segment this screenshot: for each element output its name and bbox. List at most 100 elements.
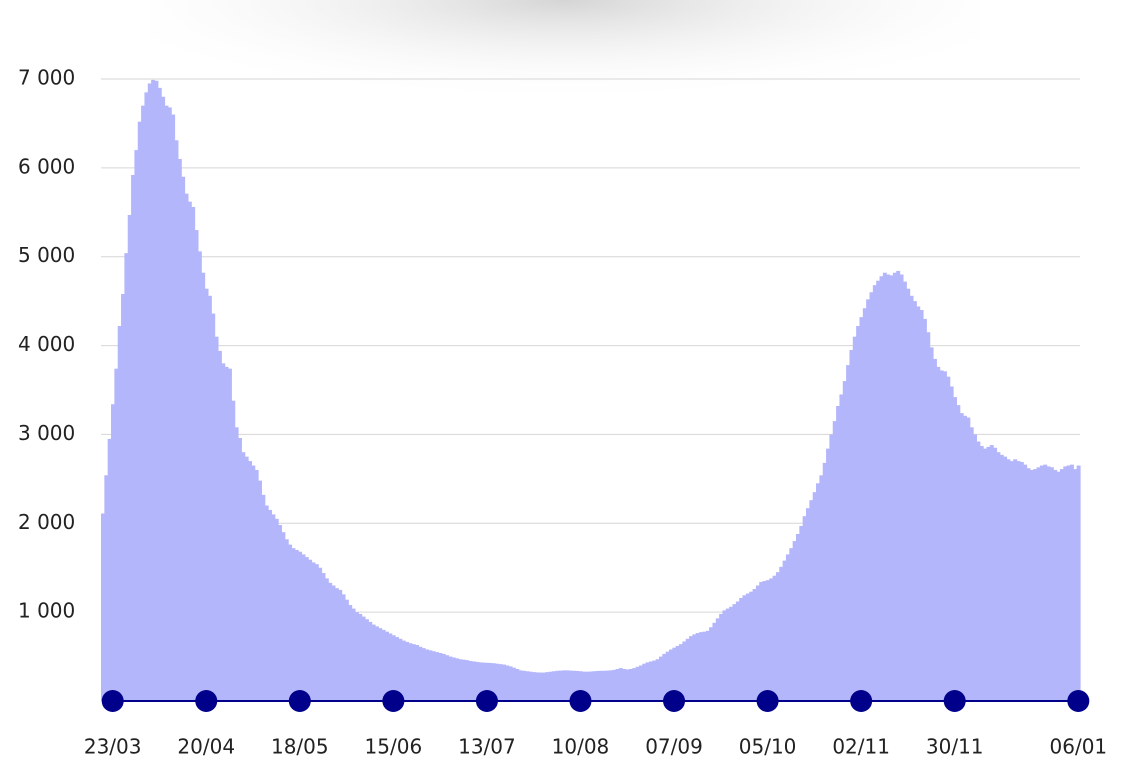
- bar: [187, 201, 192, 701]
- bar: [538, 672, 543, 701]
- bar: [852, 336, 857, 701]
- bar: [658, 656, 663, 701]
- bar: [117, 326, 122, 701]
- y-tick-label: 5 000: [18, 243, 75, 267]
- bar: [799, 525, 804, 701]
- bar: [692, 634, 697, 701]
- bar: [946, 376, 951, 701]
- bar: [284, 539, 289, 701]
- bar: [919, 310, 924, 701]
- bar: [147, 83, 152, 701]
- bar: [308, 559, 313, 701]
- bar: [869, 292, 874, 701]
- bar: [157, 87, 162, 701]
- x-tick-dot: [850, 690, 873, 712]
- bar: [785, 554, 790, 701]
- bar: [839, 394, 844, 701]
- bar: [943, 371, 947, 701]
- bar: [876, 280, 881, 701]
- bar: [127, 214, 132, 702]
- bar: [976, 441, 981, 701]
- bar: [511, 667, 516, 701]
- bar: [886, 274, 891, 701]
- bar: [705, 630, 710, 701]
- bar: [264, 505, 269, 701]
- bar: [181, 176, 186, 701]
- bar: [816, 483, 820, 701]
- bar: [177, 158, 182, 701]
- bar: [959, 413, 964, 701]
- x-tick-dot: [288, 690, 311, 712]
- bar: [558, 670, 563, 701]
- bar: [468, 661, 473, 701]
- bar: [745, 593, 750, 701]
- bar: [1046, 466, 1051, 701]
- bar: [826, 448, 831, 701]
- bar: [114, 368, 119, 701]
- bar: [969, 427, 974, 701]
- bar: [542, 672, 546, 701]
- bar: [922, 318, 927, 701]
- bar: [471, 661, 476, 701]
- bar: [288, 544, 293, 701]
- bar: [1016, 461, 1021, 701]
- bar: [592, 671, 597, 701]
- bar: [321, 573, 326, 701]
- bar: [151, 79, 156, 702]
- bar: [501, 664, 506, 701]
- bar: [612, 669, 617, 701]
- bar: [809, 500, 814, 701]
- bar: [979, 445, 984, 701]
- bar: [759, 581, 764, 701]
- bar: [121, 294, 125, 701]
- bar: [194, 230, 199, 702]
- bar: [261, 494, 266, 701]
- bar: [354, 612, 359, 701]
- bar: [411, 644, 416, 701]
- bar: [268, 509, 273, 701]
- bar: [248, 461, 252, 701]
- bar: [585, 671, 590, 701]
- bar: [618, 668, 623, 701]
- bar: [1033, 469, 1038, 701]
- x-tick-label: 13/07: [458, 735, 516, 759]
- bar: [298, 551, 303, 701]
- bar: [244, 456, 249, 701]
- x-tick-label: 10/08: [552, 735, 610, 759]
- bar: [769, 578, 774, 701]
- bar: [953, 397, 957, 701]
- bar: [328, 582, 333, 701]
- bar: [588, 671, 593, 701]
- bar: [415, 645, 420, 701]
- bar: [221, 363, 226, 701]
- bar: [281, 532, 286, 701]
- bar: [161, 96, 166, 702]
- bar: [929, 347, 934, 701]
- bar: [425, 649, 430, 701]
- bar: [695, 633, 700, 701]
- bar: [1066, 465, 1071, 701]
- bar: [395, 637, 399, 701]
- bar: [996, 452, 1001, 701]
- bar: [488, 662, 493, 701]
- bar: [515, 669, 520, 701]
- bar: [909, 295, 914, 701]
- x-tick-dot: [382, 690, 405, 712]
- bar: [478, 662, 483, 701]
- bar: [792, 541, 797, 701]
- bar: [445, 655, 450, 701]
- bar: [689, 636, 694, 701]
- bar: [739, 597, 744, 701]
- bar: [993, 447, 998, 701]
- bar: [872, 285, 877, 701]
- bar: [107, 438, 112, 701]
- header-shadow: [150, 0, 980, 170]
- bar: [1069, 464, 1074, 701]
- bar: [552, 671, 557, 701]
- bar: [137, 121, 142, 701]
- bar: [983, 448, 988, 701]
- bar: [565, 670, 570, 701]
- bar: [438, 653, 443, 701]
- bar: [582, 671, 587, 701]
- bar: [1003, 456, 1008, 701]
